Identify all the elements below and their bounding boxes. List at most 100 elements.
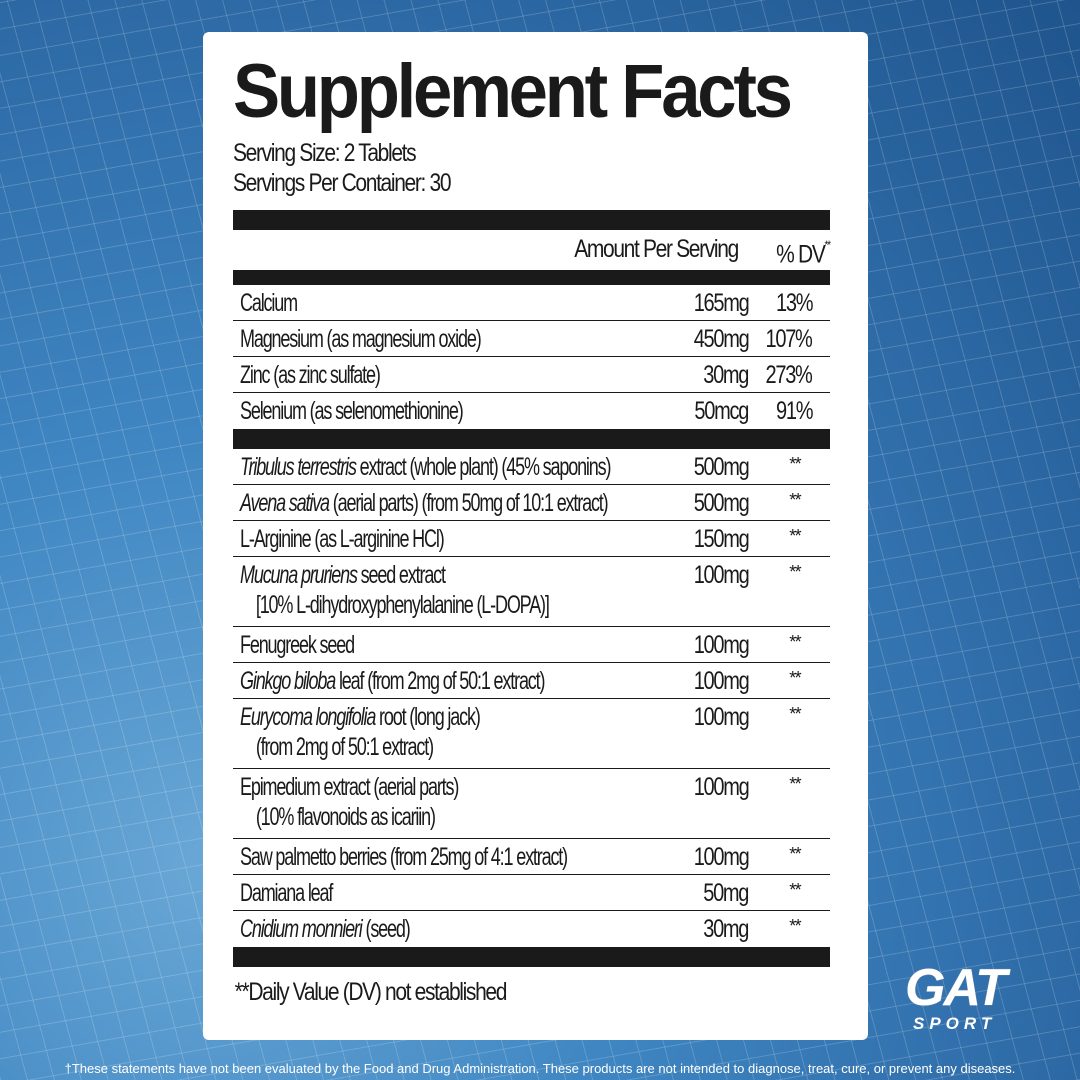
name-part: Cnidium monnieri [240,915,363,943]
name-part: (aerial parts) (from 50mg of 10:1 extrac… [328,489,609,517]
ingredient-name: Fenugreek seed [240,630,355,660]
divider-bar [233,270,830,285]
ingredient-name: Calcium [240,288,298,318]
dv-header-mark: ** [824,238,832,252]
name-part: Fenugreek seed [240,631,355,659]
table-row: Fenugreek seed 100mg ** [233,627,830,663]
name-part: Tribulus terrestris [240,453,357,481]
table-row: Magnesium (as magnesium oxide) 450mg 107% [233,321,830,357]
ingredient-name-line: L-Arginine (as L-arginine HCl) [240,524,445,554]
name-part: Epimedium extract (aerial parts) [240,773,459,801]
name-part: Selenium (as selenomethionine) [240,397,464,425]
amount: 100mg [693,773,749,801]
gat-sport-logo: GAT SPORT [905,962,1007,1034]
table-row: Avena sativa (aerial parts) (from 50mg o… [233,485,830,521]
amount: 30mg [703,361,749,389]
table-row: L-Arginine (as L-arginine HCl) 150mg ** [233,521,830,557]
amount: 50mcg [694,397,749,425]
ingredient-name: Ginkgo biloba leaf (from 2mg of 50:1 ext… [240,666,546,696]
amount: 500mg [693,489,749,517]
divider-bar [233,210,830,230]
amount: 100mg [693,843,749,871]
table-row: Zinc (as zinc sulfate) 30mg 273% [233,357,830,393]
ingredient-name: Epimedium extract (aerial parts) (10% fla… [240,772,459,832]
daily-value: ** [789,526,801,546]
ingredient-name: Magnesium (as magnesium oxide) [240,324,482,354]
serving-size: Serving Size: 2 Tablets [233,139,417,167]
table-row: Calcium 165mg 13% [233,285,830,321]
ingredient-name: Mucuna pruriens seed extract [10% L-dihyd… [240,560,550,620]
dv-header: % DV** [776,234,832,269]
ingredient-detail: (from 2mg of 50:1 extract) [255,733,434,761]
ingredient-name: Cnidium monnieri (seed) [240,914,411,944]
ingredient-name: Saw palmetto berries (from 25mg of 4:1 e… [240,842,568,872]
daily-value: ** [789,454,801,474]
daily-value: ** [789,844,801,864]
table-row: Mucuna pruriens seed extract [10% L-dihyd… [233,557,830,627]
amount: 165mg [693,289,749,317]
name-part: leaf (from 2mg of 50:1 extract) [335,667,546,695]
ingredient-name-line: Saw palmetto berries (from 25mg of 4:1 e… [240,842,568,872]
ingredient-name-line: Damiana leaf [240,878,333,908]
daily-value: ** [789,668,801,688]
ingredient-name: Eurycoma longifolia root (long jack) (fro… [240,702,481,762]
ingredient-detail: [10% L-dihydroxyphenylalanine (L-DOPA)] [255,591,550,619]
daily-value: 13% [775,289,813,317]
amount: 500mg [693,453,749,481]
amount: 50mg [703,879,749,907]
dv-header-text: % DV [776,240,827,269]
ingredient-name-line: Mucuna pruriens seed extract [240,560,549,590]
name-part: Eurycoma longifolia [240,703,376,731]
daily-value: ** [789,632,801,652]
table-row: Epimedium extract (aerial parts) (10% fla… [233,769,830,839]
name-part: Mucuna pruriens [240,561,358,589]
name-part: Damiana leaf [240,879,333,907]
ingredient-name-line: Tribulus terrestris extract (whole plant… [240,452,611,482]
botanicals-table: Tribulus terrestris extract (whole plant… [233,449,838,947]
ingredient-name-line: Fenugreek seed [240,630,355,660]
ingredient-detail: (10% flavonoids as icariin) [255,803,436,831]
ingredient-name: Damiana leaf [240,878,333,908]
panel-title: Supplement Facts [233,49,793,134]
name-part: Calcium [240,289,298,317]
daily-value: ** [789,704,801,724]
name-part: Saw palmetto berries (from 25mg of 4:1 e… [240,843,568,871]
name-part: Magnesium (as magnesium oxide) [240,325,482,353]
footnote: **Daily Value (DV) not established [234,978,508,1006]
supplement-facts-panel: Supplement Facts Serving Size: 2 Tablets… [203,32,868,1040]
table-row: Cnidium monnieri (seed) 30mg ** [233,911,830,947]
ingredient-name-line: Epimedium extract (aerial parts) [240,772,459,802]
amount: 30mg [703,915,749,943]
ingredient-name-line: Eurycoma longifolia root (long jack) [240,702,481,732]
amount: 450mg [693,325,749,353]
daily-value: ** [789,562,801,582]
amount: 150mg [693,525,749,553]
amount: 100mg [693,703,749,731]
ingredient-name-line: Selenium (as selenomethionine) [240,396,464,426]
column-header: Amount Per Serving % DV** [233,230,838,270]
amount: 100mg [693,561,749,589]
fda-disclaimer: †These statements have not been evaluate… [64,1061,1016,1076]
ingredient-name-line: Calcium [240,288,298,318]
divider-bar [233,947,830,967]
ingredient-name-line: Cnidium monnieri (seed) [240,914,411,944]
name-part: seed extract [356,561,446,589]
servings-per-container: Servings Per Container: 30 [233,169,452,197]
table-row: Damiana leaf 50mg ** [233,875,830,911]
table-row: Saw palmetto berries (from 25mg of 4:1 e… [233,839,830,875]
ingredient-name: Tribulus terrestris extract (whole plant… [240,452,611,482]
table-row: Selenium (as selenomethionine) 50mcg 91% [233,393,830,429]
daily-value: ** [789,880,801,900]
name-part: (seed) [361,915,410,943]
name-part: Avena sativa [240,489,330,517]
ingredient-name-line: Zinc (as zinc sulfate) [240,360,381,390]
table-row: Tribulus terrestris extract (whole plant… [233,449,830,485]
ingredient-name-line: Ginkgo biloba leaf (from 2mg of 50:1 ext… [240,666,546,696]
daily-value: ** [789,490,801,510]
ingredient-name: Selenium (as selenomethionine) [240,396,464,426]
daily-value: 107% [765,325,813,353]
ingredient-name: Avena sativa (aerial parts) (from 50mg o… [240,488,609,518]
amount: 100mg [693,667,749,695]
daily-value: 273% [765,361,813,389]
daily-value: ** [789,774,801,794]
